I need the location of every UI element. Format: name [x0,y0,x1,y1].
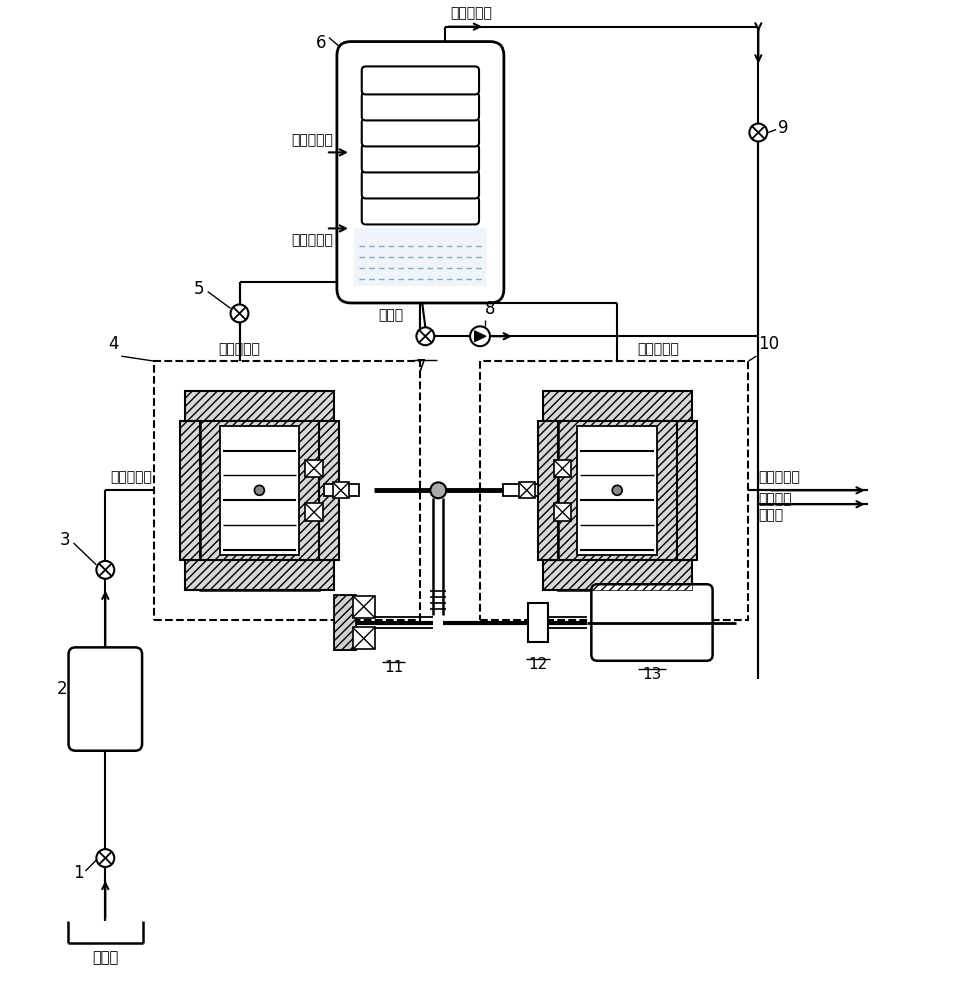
Bar [527,603,547,642]
Text: 真空泵入口: 真空泵入口 [637,342,678,356]
FancyBboxPatch shape [361,170,479,198]
Text: 6: 6 [315,34,326,52]
Text: 11: 11 [384,660,403,675]
Bar [333,595,356,650]
Text: 地热井: 地热井 [92,951,118,966]
Text: 冷却水出口: 冷却水出口 [450,7,491,21]
Bar [154,361,420,620]
Bar [480,361,748,620]
Bar [537,421,557,560]
Bar [676,421,696,560]
Text: 水蒸气入口: 水蒸气入口 [291,133,332,147]
Bar [319,421,338,560]
Text: 12: 12 [527,657,547,672]
Bar [319,421,338,560]
FancyBboxPatch shape [336,42,503,303]
Bar [185,391,333,421]
Bar [179,421,200,560]
Bar [185,560,333,590]
Bar [502,484,537,496]
FancyBboxPatch shape [361,66,479,94]
Bar [332,482,349,498]
Text: 冷却水: 冷却水 [378,308,403,322]
Text: 膨胀机入口: 膨胀机入口 [110,470,152,484]
Circle shape [96,849,114,867]
Text: 3: 3 [60,531,71,549]
Circle shape [96,561,114,579]
Bar [185,391,333,421]
Bar [219,426,298,555]
FancyBboxPatch shape [361,196,479,224]
Text: 2: 2 [57,680,68,698]
Bar [179,421,200,560]
Bar [353,596,374,618]
FancyBboxPatch shape [361,144,479,172]
Text: 真空泵出口: 真空泵出口 [758,470,799,484]
Circle shape [749,124,766,141]
Polygon shape [474,331,485,342]
Bar [577,426,656,555]
Text: 不凝气: 不凝气 [758,508,783,522]
Bar [542,391,691,421]
Text: 4: 4 [109,335,119,353]
Bar [185,560,333,590]
Bar [553,503,571,521]
Text: 冷却水入口: 冷却水入口 [291,233,332,247]
Bar [542,391,691,421]
Text: 膨胀机出口: 膨胀机出口 [218,342,260,356]
Circle shape [254,485,265,495]
Circle shape [470,326,489,346]
Text: 5: 5 [194,280,204,298]
Bar [200,391,319,590]
Text: 7: 7 [415,358,425,376]
Text: 8: 8 [484,300,495,318]
FancyBboxPatch shape [361,118,479,146]
Bar [305,503,323,521]
FancyBboxPatch shape [69,647,141,751]
Bar [542,560,691,590]
Text: 9: 9 [777,119,788,137]
Circle shape [231,304,248,322]
Bar [542,560,691,590]
Circle shape [430,482,446,498]
Bar [305,460,323,477]
Bar [200,391,319,590]
Bar [557,391,676,590]
Bar [353,627,374,649]
Bar [676,421,696,560]
Bar [324,484,359,496]
Text: 13: 13 [641,667,661,682]
FancyBboxPatch shape [591,584,712,661]
Circle shape [611,485,621,495]
FancyBboxPatch shape [361,92,479,120]
Bar [553,460,571,477]
Bar [537,421,557,560]
Bar [518,482,534,498]
Circle shape [416,327,434,345]
Text: 直排大气: 直排大气 [758,492,791,506]
Text: 1: 1 [73,864,83,882]
Bar [557,391,676,590]
Bar [354,228,486,286]
Bar [333,595,356,650]
Text: 10: 10 [758,335,779,353]
